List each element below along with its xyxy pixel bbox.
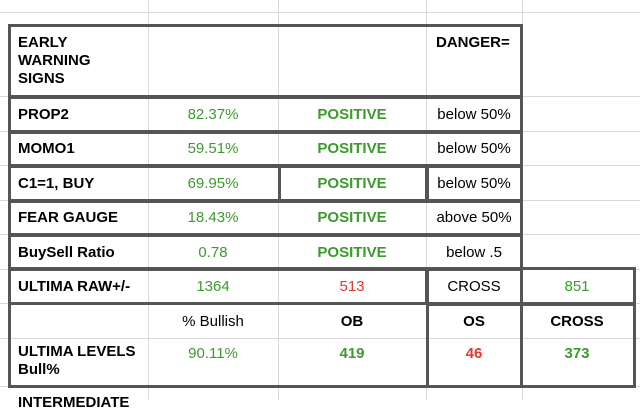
prop2-label: PROP2 [18, 106, 69, 123]
fear-value: 18.43% [187, 209, 239, 226]
fear-label: FEAR GAUGE [18, 209, 119, 226]
prop2-status: POSITIVE [317, 106, 387, 123]
momo1-label: MOMO1 [18, 140, 75, 157]
next-row-label: INTERMEDIATE [18, 393, 130, 411]
momo1-threshold: below 50% [437, 140, 511, 157]
buysell-status: POSITIVE [317, 244, 387, 261]
ultima-levels-ob: 419 [339, 344, 365, 362]
buysell-label: BuySell Ratio [18, 244, 115, 261]
fear-status: POSITIVE [317, 209, 387, 226]
momo1-value: 59.51% [187, 140, 239, 157]
c1buy-label: C1=1, BUY [18, 175, 95, 192]
ultima-levels-cross: 373 [564, 344, 590, 362]
ultima-raw-red-value: 513 [339, 278, 365, 295]
gridline [0, 165, 640, 166]
gridline [0, 234, 640, 235]
cross-header: CROSS [550, 313, 604, 330]
prop2-value: 82.37% [187, 106, 239, 123]
c1buy-status: POSITIVE [317, 175, 387, 192]
ultima-levels-os: 46 [465, 344, 483, 362]
header-label: EARLY WARNING SIGNS [18, 34, 91, 87]
gridline [0, 338, 640, 339]
ultima-raw-value: 1364 [196, 278, 230, 295]
cross-label: CROSS [447, 278, 501, 295]
buysell-value: 0.78 [198, 244, 228, 261]
ultima-levels-label: ULTIMA LEVELS Bull% [18, 343, 136, 378]
fear-threshold: above 50% [436, 209, 512, 226]
c1buy-value: 69.95% [187, 175, 239, 192]
os-header: OS [463, 313, 485, 330]
buysell-threshold: below .5 [446, 244, 502, 261]
gridline [0, 96, 640, 97]
ultima-levels-bullish: 90.11% [188, 344, 238, 362]
gridline [0, 386, 640, 387]
cross-value: 851 [564, 278, 590, 295]
c1buy-threshold: below 50% [437, 175, 511, 192]
danger-header: DANGER= [436, 33, 510, 51]
gridline [0, 12, 640, 13]
ultima-raw-label: ULTIMA RAW+/- [18, 278, 131, 295]
bullish-header: % Bullish [182, 313, 244, 330]
gridline [0, 303, 640, 304]
momo1-status: POSITIVE [317, 140, 387, 157]
ob-header: OB [340, 313, 364, 330]
prop2-threshold: below 50% [437, 106, 511, 123]
